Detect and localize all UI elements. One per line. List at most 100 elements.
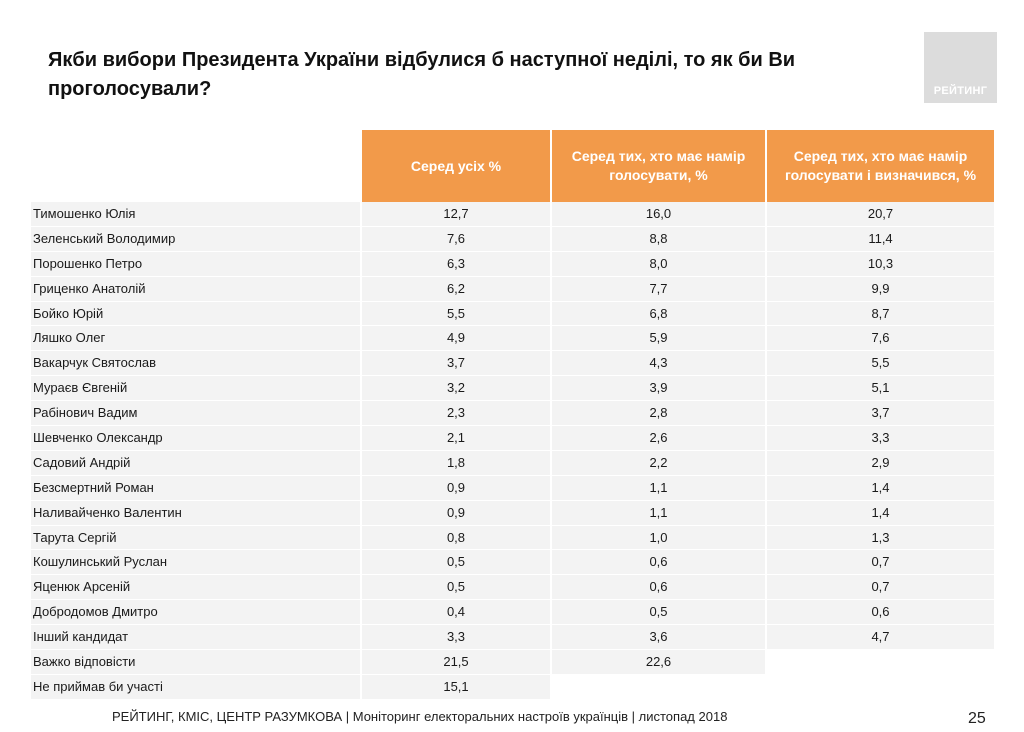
value-cell: 0,6	[550, 550, 765, 576]
value-cell: 6,3	[360, 251, 550, 277]
value-cell: 20,7	[765, 202, 994, 227]
page-number: 25	[968, 710, 986, 727]
value-cell: 0,6	[550, 575, 765, 601]
value-cell: 3,3	[360, 625, 550, 651]
table-row: Вакарчук Святослав 3,7 4,3 5,5	[31, 351, 994, 377]
header-blank	[31, 130, 360, 202]
value-cell: 7,6	[765, 326, 994, 352]
candidate-name: Тимошенко Юлія	[31, 202, 360, 227]
value-cell: 12,7	[360, 202, 550, 227]
header-all: Серед усіх %	[360, 130, 550, 202]
value-cell: 3,3	[765, 426, 994, 451]
value-cell: 1,8	[360, 450, 550, 476]
value-cell: 3,9	[550, 376, 765, 402]
table-row: Добродомов Дмитро 0,4 0,5 0,6	[31, 600, 994, 626]
table-row: Яценюк Арсеній 0,5 0,6 0,7	[31, 575, 994, 601]
value-cell: 2,3	[360, 401, 550, 427]
value-cell: 3,6	[550, 625, 765, 651]
value-cell: 2,6	[550, 426, 765, 451]
header-decided: Серед тих, хто має намір голосувати і ви…	[765, 130, 994, 202]
value-cell: 0,5	[550, 600, 765, 626]
candidate-name: Ляшко Олег	[31, 326, 360, 352]
footer-source: РЕЙТИНГ, КМІС, ЦЕНТР РАЗУМКОВА | Монітор…	[112, 709, 728, 724]
value-cell	[765, 650, 994, 675]
candidate-name: Мураєв Євгеній	[31, 376, 360, 402]
value-cell: 0,7	[765, 550, 994, 576]
value-cell: 1,1	[550, 500, 765, 526]
value-cell: 1,1	[550, 475, 765, 501]
table-row: Шевченко Олександр 2,1 2,6 3,3	[31, 426, 994, 451]
rating-logo: РЕЙТИНГ	[924, 32, 997, 103]
table-row: Інший кандидат 3,3 3,6 4,7	[31, 625, 994, 651]
value-cell: 5,1	[765, 376, 994, 402]
value-cell: 8,0	[550, 251, 765, 277]
value-cell: 2,2	[550, 450, 765, 476]
table-row: Бойко Юрій 5,5 6,8 8,7	[31, 301, 994, 327]
table-row: Порошенко Петро 6,3 8,0 10,3	[31, 251, 994, 277]
candidate-name: Інший кандидат	[31, 625, 360, 651]
candidate-name: Зеленський Володимир	[31, 226, 360, 252]
value-cell: 0,9	[360, 500, 550, 526]
candidate-name: Яценюк Арсеній	[31, 575, 360, 601]
value-cell: 8,7	[765, 301, 994, 327]
value-cell: 2,9	[765, 450, 994, 476]
candidate-name: Порошенко Петро	[31, 251, 360, 277]
value-cell: 2,1	[360, 426, 550, 451]
value-cell: 0,8	[360, 525, 550, 551]
value-cell: 5,9	[550, 326, 765, 352]
value-cell	[765, 674, 994, 700]
value-cell: 3,2	[360, 376, 550, 402]
value-cell: 4,3	[550, 351, 765, 377]
table-row: Тарута Сергій 0,8 1,0 1,3	[31, 525, 994, 551]
value-cell: 0,5	[360, 575, 550, 601]
value-cell: 8,8	[550, 226, 765, 252]
candidate-name: Тарута Сергій	[31, 525, 360, 551]
candidate-name: Шевченко Олександр	[31, 426, 360, 451]
value-cell: 0,6	[765, 600, 994, 626]
candidate-name: Вакарчук Святослав	[31, 351, 360, 377]
value-cell: 15,1	[360, 674, 550, 700]
candidate-name: Важко відповісти	[31, 650, 360, 675]
value-cell: 0,4	[360, 600, 550, 626]
table-row: Гриценко Анатолій 6,2 7,7 9,9	[31, 276, 994, 302]
value-cell: 4,9	[360, 326, 550, 352]
candidate-name: Наливайченко Валентин	[31, 500, 360, 526]
value-cell: 1,4	[765, 500, 994, 526]
value-cell: 9,9	[765, 276, 994, 302]
table-row: Важко відповісти 21,5 22,6	[31, 650, 994, 675]
table-row: Кошулинський Руслан 0,5 0,6 0,7	[31, 550, 994, 576]
table-row: Зеленський Володимир 7,6 8,8 11,4	[31, 226, 994, 252]
table-row: Садовий Андрій 1,8 2,2 2,9	[31, 450, 994, 476]
candidate-name: Бойко Юрій	[31, 301, 360, 327]
value-cell: 6,8	[550, 301, 765, 327]
table-row: Рабінович Вадим 2,3 2,8 3,7	[31, 401, 994, 427]
logo-text: РЕЙТИНГ	[933, 85, 988, 97]
value-cell: 1,3	[765, 525, 994, 551]
value-cell	[550, 674, 765, 700]
table-row: Не приймав би участі 15,1	[31, 674, 994, 700]
candidate-name: Добродомов Дмитро	[31, 600, 360, 626]
value-cell: 21,5	[360, 650, 550, 675]
table-row: Тимошенко Юлія 12,7 16,0 20,7	[31, 202, 994, 227]
value-cell: 16,0	[550, 202, 765, 227]
table-row: Наливайченко Валентин 0,9 1,1 1,4	[31, 500, 994, 526]
value-cell: 11,4	[765, 226, 994, 252]
value-cell: 5,5	[360, 301, 550, 327]
value-cell: 6,2	[360, 276, 550, 302]
slide-title: Якби вибори Президента України відбулися…	[48, 49, 796, 100]
value-cell: 3,7	[765, 401, 994, 427]
results-table: Серед усіх % Серед тих, хто має намір го…	[31, 130, 994, 700]
candidate-name: Не приймав би участі	[31, 674, 360, 700]
value-cell: 1,4	[765, 475, 994, 501]
value-cell: 0,7	[765, 575, 994, 601]
candidate-name: Рабінович Вадим	[31, 401, 360, 427]
table-body: Тимошенко Юлія 12,7 16,0 20,7 Зеленський Вол…	[31, 202, 994, 700]
table-row: Ляшко Олег 4,9 5,9 7,6	[31, 326, 994, 352]
candidate-name: Безсмертний Роман	[31, 475, 360, 501]
table-header: Серед усіх % Серед тих, хто має намір го…	[31, 130, 994, 202]
value-cell: 1,0	[550, 525, 765, 551]
value-cell: 0,5	[360, 550, 550, 576]
value-cell: 7,7	[550, 276, 765, 302]
header-intend: Серед тих, хто має намір голосувати, %	[550, 130, 765, 202]
candidate-name: Садовий Андрій	[31, 450, 360, 476]
